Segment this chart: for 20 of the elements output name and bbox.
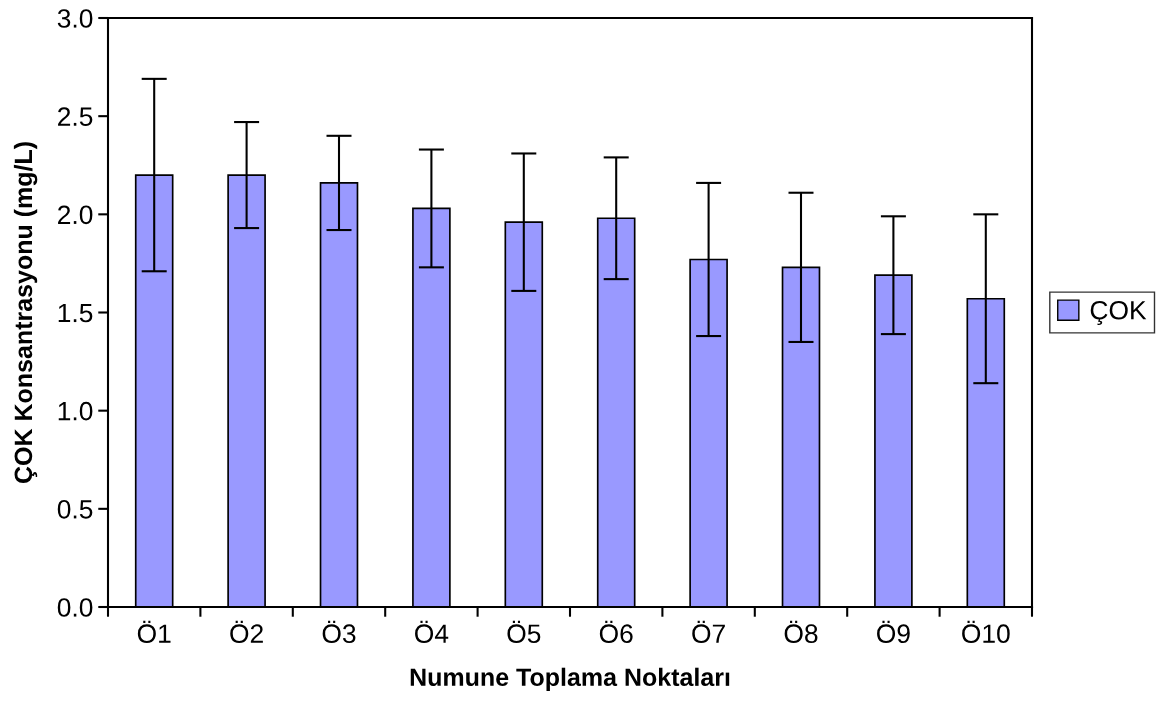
y-tick-label: 0.0 xyxy=(57,598,93,617)
y-tick-label: 3.0 xyxy=(57,9,93,28)
y-tick-label: 2.5 xyxy=(58,107,93,126)
x-tick-label: Ö3 xyxy=(322,620,356,644)
y-tick-label: 0.5 xyxy=(57,499,93,519)
x-tick-label: Ö2 xyxy=(230,620,263,644)
x-tick-label: Ö6 xyxy=(599,620,633,644)
y-axis-title: ÇOK Konsantrasyonu (mg/L) xyxy=(13,142,38,483)
x-tick-label: Ö10 xyxy=(962,620,1010,644)
y-tick-label: 1.5 xyxy=(58,303,93,323)
y-tick-label: 1.0 xyxy=(58,401,93,421)
x-tick-label: Ö7 xyxy=(692,620,725,644)
x-tick-label: Ö8 xyxy=(784,620,818,644)
x-axis-title: Numune Toplama Noktaları xyxy=(410,667,730,692)
legend-label: ÇOK xyxy=(1090,300,1147,325)
y-tick-label: 2.0 xyxy=(58,205,93,225)
x-tick-label: Ö9 xyxy=(877,620,910,644)
x-tick-label: Ö1 xyxy=(137,620,171,644)
x-tick-label: Ö5 xyxy=(507,620,541,644)
x-tick-label: Ö4 xyxy=(415,620,449,644)
